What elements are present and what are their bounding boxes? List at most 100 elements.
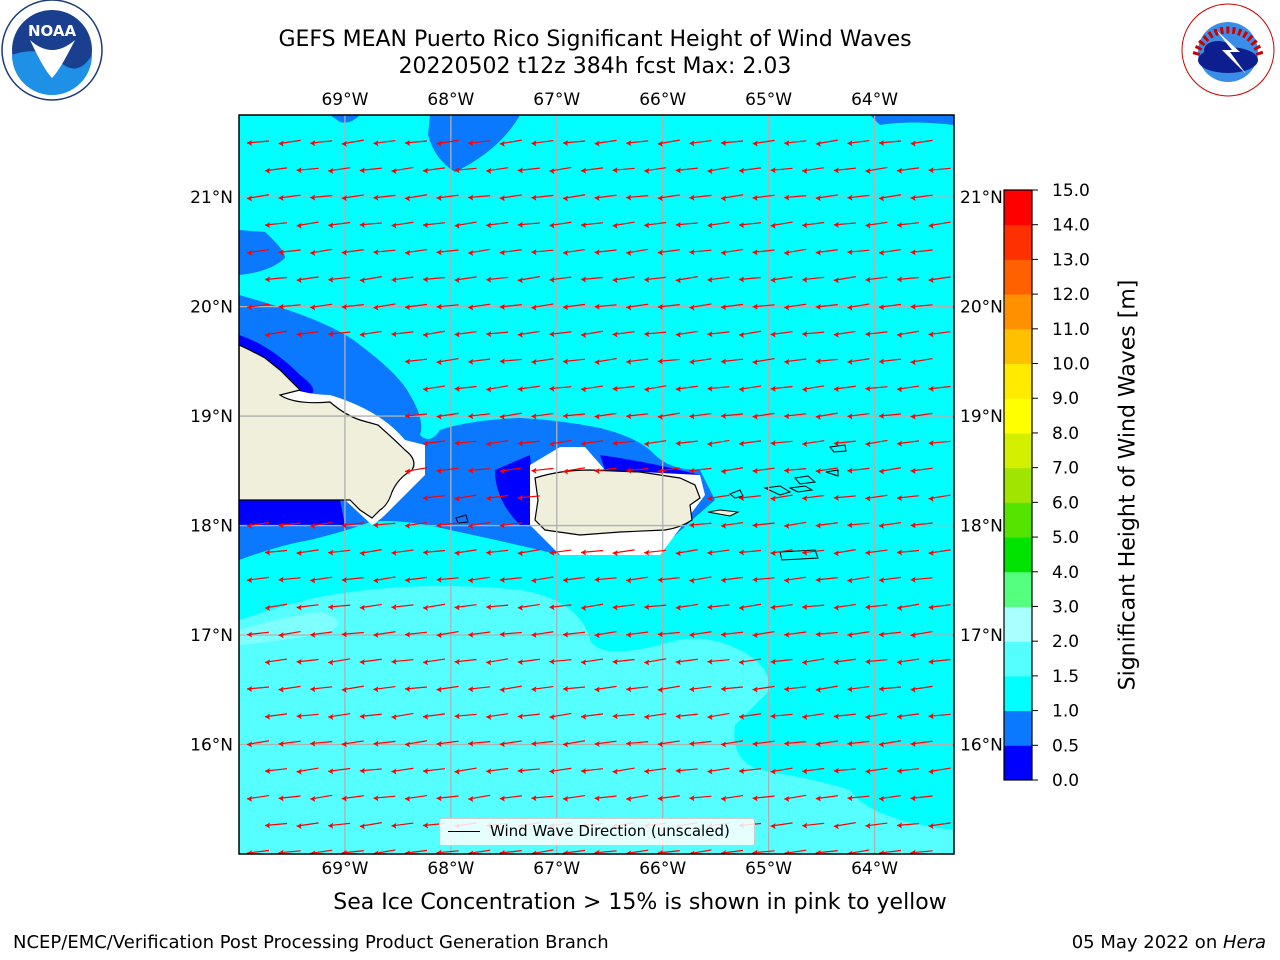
wave-arrow bbox=[580, 167, 604, 174]
wave-arrow bbox=[847, 194, 870, 201]
colorbar-tick-0: 0.0 bbox=[1052, 771, 1079, 791]
wave-arrow bbox=[404, 412, 428, 419]
wave-arrow bbox=[928, 276, 951, 284]
colorbar-segment-15 bbox=[1004, 224, 1032, 260]
wave-arrow bbox=[928, 494, 951, 502]
colorbar-tick-8: 6.0 bbox=[1052, 493, 1079, 513]
wave-arrow bbox=[454, 331, 477, 338]
wave-arrow bbox=[815, 849, 838, 854]
wave-arrow bbox=[436, 685, 459, 693]
wave-arrow bbox=[328, 822, 351, 829]
wave-arrow bbox=[910, 740, 933, 748]
wave-arrow bbox=[738, 167, 762, 174]
wave-arrow bbox=[359, 549, 382, 557]
wave-arrow bbox=[531, 576, 554, 584]
wave-arrow bbox=[404, 248, 428, 256]
wave-arrow bbox=[341, 740, 364, 748]
wave-arrow bbox=[865, 494, 888, 502]
wave-arrow bbox=[815, 685, 838, 693]
wave-arrow bbox=[549, 712, 572, 721]
lon-tick-top-2: 67°W bbox=[533, 90, 580, 110]
wave-arrow bbox=[784, 794, 807, 803]
wave-arrow bbox=[689, 139, 712, 147]
wave-arrow bbox=[422, 713, 446, 720]
wave-arrow bbox=[802, 494, 825, 502]
colorbar-tick-15: 13.0 bbox=[1052, 250, 1090, 270]
wave-arrow bbox=[436, 303, 459, 310]
lon-tick-bottom-1: 68°W bbox=[427, 859, 474, 879]
wave-arrow bbox=[802, 767, 825, 775]
wave-arrow bbox=[454, 604, 477, 611]
colorbar-segment-8 bbox=[1004, 467, 1032, 503]
wave-arrow bbox=[770, 822, 793, 830]
wave-arrow bbox=[422, 440, 446, 447]
wave-arrow bbox=[549, 439, 572, 448]
wave-arrow bbox=[594, 630, 617, 639]
wave-arrow bbox=[468, 413, 491, 420]
lat-tick-right-1: 20°N bbox=[960, 298, 1003, 318]
wave-arrow bbox=[486, 331, 509, 338]
wave-arrow bbox=[928, 331, 951, 338]
wave-arrow bbox=[562, 631, 586, 638]
colorbar-tick-5: 3.0 bbox=[1052, 597, 1079, 617]
wave-arrow bbox=[928, 167, 951, 174]
lat-tick-right-5: 16°N bbox=[960, 736, 1003, 756]
wave-arrow bbox=[468, 576, 491, 584]
wave-arrow bbox=[626, 140, 649, 147]
wave-arrow bbox=[644, 167, 667, 174]
wave-arrow bbox=[707, 712, 730, 721]
wave-arrow bbox=[549, 604, 572, 611]
wave-arrow bbox=[833, 440, 856, 447]
wave-arrow bbox=[770, 549, 793, 557]
wave-arrow bbox=[657, 249, 680, 256]
wave-arrow bbox=[896, 495, 920, 502]
wave-arrow bbox=[454, 440, 477, 447]
wave-arrow bbox=[486, 658, 509, 666]
map-frame bbox=[238, 114, 955, 855]
wave-arrow bbox=[770, 440, 793, 447]
wave-arrow bbox=[341, 303, 364, 311]
wave-arrow bbox=[847, 467, 870, 474]
wave-arrow bbox=[296, 221, 319, 229]
wave-arrow bbox=[436, 795, 459, 802]
wave-arrow bbox=[549, 549, 572, 556]
wave-arrow bbox=[359, 330, 382, 338]
wave-arrow bbox=[833, 276, 856, 284]
wave-arrow bbox=[815, 576, 838, 584]
wave-arrow bbox=[486, 494, 509, 502]
lat-tick-right-2: 19°N bbox=[960, 407, 1003, 427]
wave-arrow bbox=[689, 576, 712, 584]
wave-arrow bbox=[278, 303, 301, 310]
wave-arrow bbox=[770, 221, 793, 229]
wave-arrow bbox=[657, 467, 680, 475]
wave-arrow bbox=[752, 740, 775, 748]
legend-line-sample bbox=[448, 831, 480, 832]
wave-arrow bbox=[644, 604, 667, 611]
wave-arrow bbox=[833, 167, 856, 174]
lat-tick-left-0: 21°N bbox=[190, 188, 233, 208]
wave-arrow bbox=[499, 249, 522, 256]
wave-arrow bbox=[517, 603, 540, 611]
wave-arrow bbox=[594, 576, 617, 583]
wave-arrow bbox=[878, 194, 902, 202]
wave-arrow bbox=[436, 630, 459, 639]
colorbar-segment-1 bbox=[1004, 710, 1032, 746]
wave-arrow bbox=[486, 713, 509, 720]
wave-arrow bbox=[580, 385, 604, 393]
wave-arrow bbox=[278, 630, 301, 639]
wave-arrow bbox=[707, 494, 730, 502]
colorbar-segment-7 bbox=[1004, 502, 1032, 538]
wave-arrow bbox=[815, 522, 838, 529]
wave-arrow bbox=[815, 249, 838, 256]
wave-arrow bbox=[468, 358, 491, 365]
wave-arrow bbox=[296, 604, 319, 611]
wave-arrow bbox=[499, 740, 522, 748]
wave-arrow bbox=[689, 412, 712, 420]
wave-arrow bbox=[328, 549, 351, 556]
lon-tick-bottom-2: 67°W bbox=[533, 859, 580, 879]
footer-date: 05 May 2022 on Hera bbox=[1072, 932, 1266, 953]
wave-arrow bbox=[720, 412, 744, 419]
wave-arrow bbox=[246, 521, 270, 529]
wave-arrow bbox=[278, 522, 301, 529]
wave-arrow bbox=[562, 412, 586, 419]
